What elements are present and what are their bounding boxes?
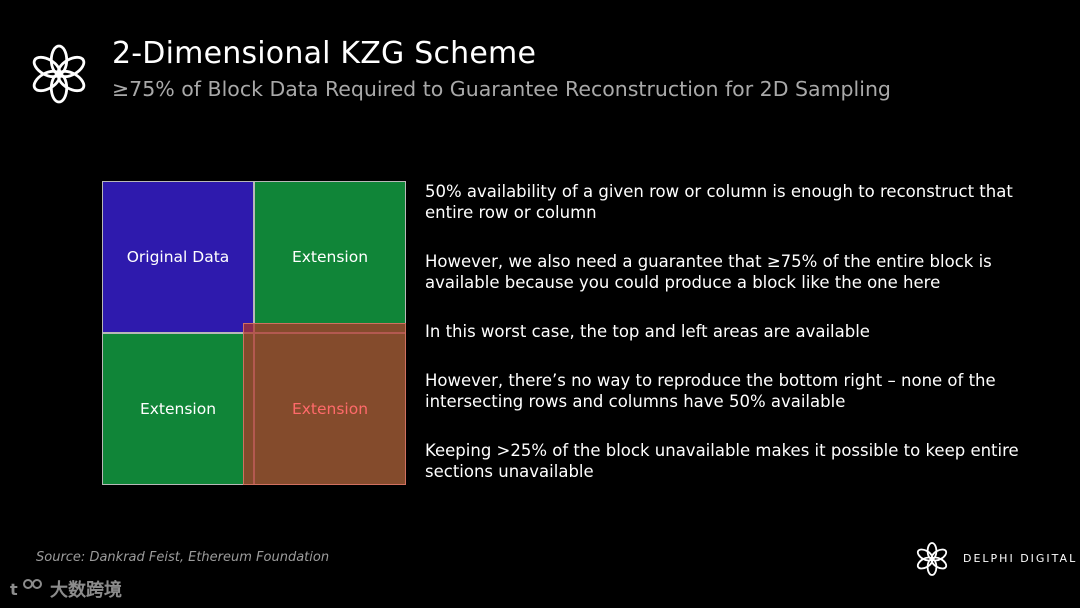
list-item: However, we also need a guarantee that ≥…: [425, 252, 992, 292]
list-item: In this worst case, the top and left are…: [425, 322, 870, 341]
unavailable-region-overlay: [243, 323, 406, 485]
delphi-logo-icon: [916, 542, 948, 576]
list-item: However, there’s no way to reproduce the…: [425, 371, 996, 411]
list-item: Keeping >25% of the block unavailable ma…: [425, 441, 1019, 481]
watermark-text: 大数跨境: [50, 579, 122, 601]
original-data-label: Original Data: [126, 248, 230, 266]
unavailable-extension-label: Extension: [291, 400, 369, 418]
svg-text:t: t: [10, 580, 18, 599]
block-grid-diagram: Original Data Extension Extension Extens…: [102, 181, 406, 485]
original-data-cell: Original Data: [102, 181, 254, 333]
watermark-logo: t 大数跨境: [10, 579, 122, 601]
page-title: 2-Dimensional KZG Scheme: [112, 36, 537, 71]
extension-label: Extension: [291, 248, 369, 266]
explanation-list: 50% availability of a given row or colum…: [425, 181, 1045, 510]
source-citation: Source: Dankrad Feist, Ethereum Foundati…: [36, 550, 330, 565]
flower-logo-icon: [32, 44, 86, 104]
extension-cell-bottom-left: Extension: [102, 333, 254, 485]
list-item: 50% availability of a given row or colum…: [425, 182, 1013, 222]
brand-name: DELPHI DIGITAL: [963, 552, 1078, 565]
extension-label: Extension: [139, 400, 217, 418]
page-subtitle: ≥75% of Block Data Required to Guarantee…: [112, 77, 891, 101]
extension-cell-top-right: Extension: [254, 181, 406, 333]
